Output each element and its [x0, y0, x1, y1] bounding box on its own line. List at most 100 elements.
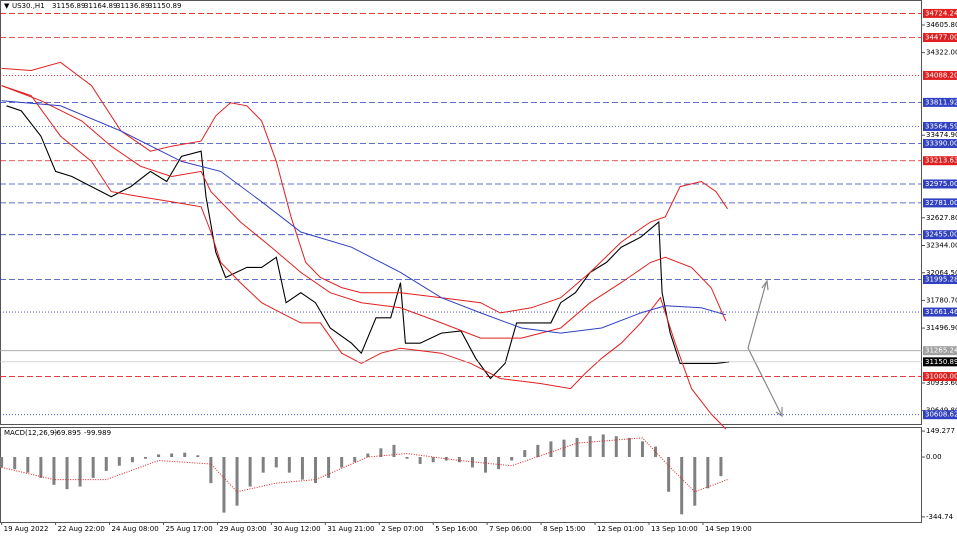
macd-bar [130, 457, 134, 463]
y-tick-label: 31780.70 [926, 296, 957, 304]
level-label-box [923, 410, 957, 420]
x-tick-label: 19 Aug 2022 [4, 525, 49, 533]
macd-bar [392, 444, 396, 458]
y-tick-label: 32064.50 [926, 269, 957, 277]
y-tick-label: 34605.80 [926, 21, 957, 29]
macd-bar [78, 457, 82, 487]
level-label-box [923, 33, 957, 43]
macd-signal [1, 437, 728, 493]
level-label-box [923, 179, 957, 189]
macd-bar [340, 457, 344, 468]
y-tick-label: 34322.00 [926, 49, 957, 57]
ohlc-value: 31150.89 [148, 2, 181, 10]
x-tick-label: 8 Sep 15:00 [543, 525, 585, 533]
macd-bar [248, 457, 252, 487]
level-label: 30608.62 [925, 411, 957, 419]
ohlc-value: 31164.89 [84, 2, 117, 10]
y-tick-label: 30933.60 [926, 379, 957, 387]
macd-bar [614, 436, 618, 458]
macd-bar [222, 457, 226, 513]
level-label-box [923, 70, 957, 80]
level-label-box [923, 372, 957, 382]
price-line [1, 61, 728, 314]
x-tick-label: 13 Sep 10:00 [651, 525, 698, 533]
x-tick-label: 25 Aug 17:00 [165, 525, 212, 533]
level-label-box [923, 97, 957, 107]
macd-bar [13, 457, 17, 470]
x-tick-label: 5 Sep 16:00 [435, 525, 477, 533]
current-price-label: 31150.89 [925, 358, 957, 366]
macd-bar [536, 444, 540, 458]
macd-bar [549, 441, 553, 458]
level-label: 32975.00 [925, 180, 957, 188]
price-line [1, 85, 727, 339]
macd-bar [510, 457, 514, 461]
macd-bar [117, 457, 121, 466]
macd-y-tick-label: -344.74 [926, 513, 954, 521]
macd-bar [209, 457, 213, 484]
level-label: 34477.00 [925, 34, 957, 42]
level-label: 32781.00 [925, 199, 957, 207]
price-line [6, 105, 730, 380]
x-tick-label: 30 Aug 12:00 [273, 525, 320, 533]
symbol-marker: ▼ [4, 2, 10, 10]
level-label-box [923, 8, 957, 18]
x-tick-label: 14 Sep 19:00 [705, 525, 752, 533]
macd-bar [627, 437, 631, 458]
macd-bar [366, 453, 370, 458]
level-label: 31661.46 [925, 308, 957, 316]
macd-bar [353, 457, 357, 463]
macd-bar [575, 437, 579, 458]
macd-bar [52, 457, 56, 485]
forecast-arrows [747, 279, 783, 418]
level-label: 34724.24 [925, 9, 957, 17]
macd-frame [0, 427, 922, 523]
ohlc-value: 31136.89 [116, 2, 149, 10]
macd-y-tick-label: 149.277 [926, 427, 955, 435]
level-label-box [923, 198, 957, 208]
macd-bar [157, 454, 161, 458]
macd-readout: -69.895 [54, 429, 81, 437]
macd-bar [65, 457, 69, 490]
main-frame [0, 0, 922, 425]
level-label: 31265.24 [925, 347, 957, 355]
macd-bar [235, 457, 239, 506]
macd-bar [706, 457, 710, 489]
macd-bar [667, 457, 671, 492]
macd-bar [693, 457, 697, 506]
macd-bar [431, 457, 435, 463]
macd-bar [104, 457, 108, 471]
macd-bar [379, 448, 383, 458]
macd-bar [183, 452, 187, 458]
macd-y-tick-label: 0.00 [926, 453, 942, 461]
level-label: 33213.63 [925, 157, 957, 165]
macd-bar [26, 457, 30, 473]
level-label: 32455.00 [925, 231, 957, 239]
macd-bar [170, 453, 174, 458]
macd-bar [497, 457, 501, 470]
macd-bar [470, 457, 474, 468]
macd-readout: -99.989 [84, 429, 111, 437]
level-label: 33390.00 [925, 140, 957, 148]
level-label: 31995.28 [925, 276, 957, 284]
level-label-box [923, 230, 957, 240]
macd-bar [719, 457, 723, 477]
level-label: 34088.20 [925, 71, 957, 79]
macd-bar [91, 457, 95, 478]
macd-bar [640, 441, 644, 458]
level-label-box [923, 156, 957, 166]
price-line [1, 85, 727, 430]
x-tick-label: 29 Aug 03:00 [219, 525, 266, 533]
macd-bar [484, 457, 488, 473]
macd-bar [523, 450, 527, 458]
macd-title: MACD(12,26,9) [4, 429, 57, 437]
y-tick-label: 32344.00 [926, 242, 957, 250]
macd-bar [196, 455, 200, 458]
level-label-box [923, 346, 957, 356]
macd-bar [457, 457, 461, 463]
x-tick-label: 2 Sep 07:00 [381, 525, 423, 533]
x-tick-label: 22 Aug 22:00 [58, 525, 105, 533]
x-tick-label: 7 Sep 06:00 [489, 525, 531, 533]
x-tick-label: 24 Aug 08:00 [112, 525, 159, 533]
macd-bar [680, 457, 684, 515]
